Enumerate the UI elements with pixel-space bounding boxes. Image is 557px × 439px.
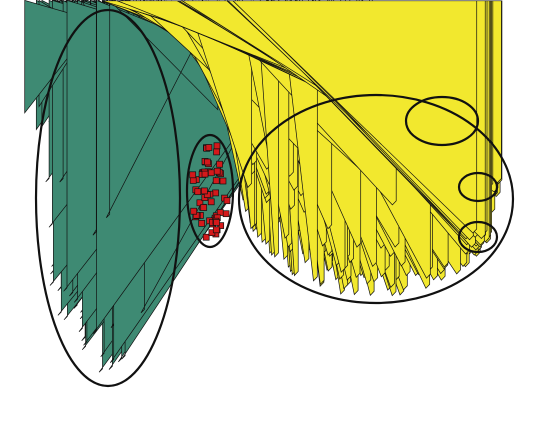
cluster-2-outline xyxy=(185,133,235,249)
cluster-2-point xyxy=(212,226,220,234)
cluster-2-point xyxy=(223,197,231,205)
cluster-2-point xyxy=(201,187,208,195)
cluster-2-point xyxy=(222,210,230,218)
cluster-6-point xyxy=(232,0,478,234)
cluster-2-point xyxy=(207,198,215,206)
cluster-2-point xyxy=(205,144,213,151)
cluster-2-point xyxy=(200,204,208,211)
cluster-2-point xyxy=(190,207,198,215)
cluster-2-point xyxy=(198,220,206,227)
cluster-2-point xyxy=(219,177,227,185)
cluster-2-point xyxy=(202,233,210,241)
cluster-2-point xyxy=(204,158,211,166)
cluster-1-outline xyxy=(34,8,182,388)
cluster-2-point xyxy=(201,170,209,178)
cluster-5-outline xyxy=(457,171,499,203)
cluster-2-point xyxy=(196,199,204,207)
cluster-2-point xyxy=(189,177,197,184)
cluster-2-point xyxy=(213,219,220,226)
cluster-2-point xyxy=(213,167,221,175)
cluster-2-point xyxy=(213,142,221,150)
cluster-outlines xyxy=(34,8,515,388)
cluster-2-point xyxy=(212,189,219,197)
cluster-3-outline xyxy=(237,93,515,305)
cluster-2-point xyxy=(189,171,197,179)
cluster-2-point xyxy=(213,148,220,156)
cluster-2-point xyxy=(212,177,220,185)
cluster-4-outline xyxy=(404,95,480,147)
points-layer xyxy=(24,0,503,373)
cluster-2-point xyxy=(207,169,215,177)
cluster-2-point xyxy=(216,160,223,168)
cluster-6-outline xyxy=(457,220,499,254)
cluster-2-point xyxy=(194,188,202,196)
